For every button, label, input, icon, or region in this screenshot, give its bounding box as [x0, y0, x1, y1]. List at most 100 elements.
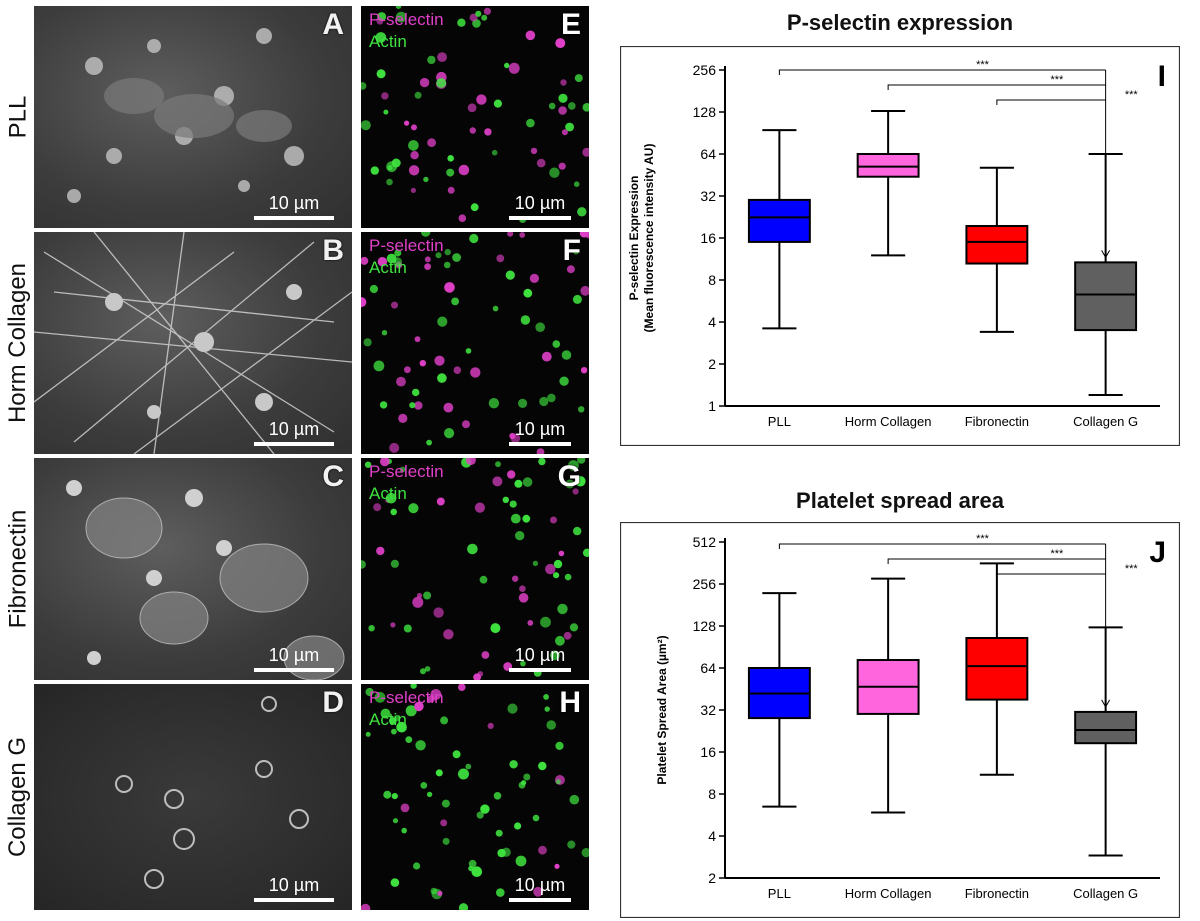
panel-letter-a: A [322, 8, 344, 41]
panel-letter-e: E [560, 8, 581, 41]
cell-dot [568, 460, 579, 471]
panel-letter-b: B [322, 234, 344, 267]
cell-dot [509, 500, 517, 508]
cell-dot [523, 773, 531, 781]
cell-dot [554, 863, 560, 869]
cell-dot [519, 585, 526, 592]
cell-dot [550, 516, 557, 524]
x-tick-label: PLL [768, 886, 791, 901]
cell-dot [555, 741, 564, 750]
y-tick-label: 16 [700, 230, 716, 246]
cell-dot [465, 763, 472, 770]
sem-cells-b [34, 232, 352, 454]
cell-dot [546, 720, 556, 730]
cell-dot [538, 458, 546, 466]
cell-dot [580, 367, 588, 374]
significance-bracket [778, 543, 1106, 549]
cell-dot [572, 294, 582, 304]
cell-dot [481, 14, 488, 21]
chart-frame [620, 522, 1180, 918]
y-tick-label: 64 [700, 146, 716, 162]
cell-dot [477, 671, 484, 677]
panel-letter-c: C [322, 460, 344, 493]
cell-dot [532, 814, 540, 822]
channel-label-actin: Actin [369, 710, 407, 729]
cell-dot [518, 398, 528, 408]
significance-label: *** [1050, 548, 1064, 560]
scale-bar-d: 10 µm [254, 875, 334, 902]
cell-dot [399, 466, 406, 473]
cell-dot [376, 546, 385, 556]
cell-dot [453, 366, 462, 374]
cell-dot [495, 461, 501, 468]
cell-dot [427, 55, 436, 65]
y-tick-label: 16 [700, 744, 716, 760]
cell-dot [555, 38, 566, 49]
cell-dot [541, 351, 552, 362]
cell-dot [424, 263, 431, 270]
cell-dot [474, 502, 485, 513]
cell-dot [543, 694, 549, 700]
cell-dot [410, 187, 416, 193]
cell-dot [493, 99, 502, 108]
cell-dot [550, 650, 560, 661]
cell-dot [505, 270, 515, 280]
cell-dot [423, 176, 429, 183]
cell-dot [581, 848, 589, 858]
fluo-image-fibronectin: P-selectin Actin G 10 µm [361, 458, 589, 680]
channel-label-pselectin: P-selectin [369, 10, 444, 29]
cell-dot [376, 17, 384, 25]
cell-dot [475, 10, 482, 17]
chart-frame [620, 46, 1180, 446]
cell-dot [582, 103, 589, 112]
cell-dot [380, 458, 390, 467]
cell-dot [412, 388, 420, 397]
cell-dot [396, 376, 406, 387]
cell-dot [573, 249, 579, 255]
sem-image-collagen-g: D 10 µm [34, 684, 352, 910]
cell-dot [569, 794, 580, 805]
cell-dot [361, 120, 371, 131]
cell-dot [561, 129, 568, 136]
cell-dot [390, 559, 399, 568]
cell-dot [572, 488, 579, 495]
cell-dot [390, 622, 396, 628]
channel-label-pselectin: P-selectin [369, 462, 444, 481]
cell-dot [361, 297, 367, 308]
x-tick-label: Collagen G [1073, 414, 1138, 429]
cell-dot [539, 396, 549, 407]
cell-dot [361, 256, 369, 265]
x-tick-label: Horm Collagen [845, 886, 932, 901]
cell-dot [529, 273, 539, 283]
channel-label-actin: Actin [369, 32, 407, 51]
cell-dot [502, 496, 509, 503]
cell-dot [444, 282, 455, 293]
cell-dot [577, 458, 586, 464]
cell-dot [481, 651, 490, 659]
cell-dot [507, 232, 514, 237]
cell-dot [391, 301, 398, 309]
cell-dot [512, 575, 519, 582]
cell-dot [559, 376, 569, 386]
cell-dot [373, 503, 382, 512]
cell-dot [497, 848, 506, 858]
cell-dot [504, 62, 510, 69]
cell-dot [437, 52, 447, 62]
cell-dot [467, 103, 477, 113]
significance-label: *** [1050, 74, 1064, 86]
cell-dot [395, 11, 407, 23]
cell-dot [391, 793, 398, 800]
boxplot-pselectin-expression: 1 2 4 8 16 32 64 128 256 P-selectin Expression (Me… [620, 46, 1180, 446]
scale-bar-b: 10 µm [254, 419, 334, 446]
y-tick-label: 4 [708, 314, 716, 330]
channel-label-actin: Actin [369, 484, 407, 503]
sem-image-pll: A 10 µm [34, 6, 352, 228]
cell-dot [582, 147, 589, 157]
cell-dot [444, 428, 455, 439]
channel-label-actin: Actin [369, 258, 407, 277]
scale-bar-g: 10 µm [509, 645, 571, 672]
cell-dot [365, 731, 371, 737]
cell-dot [471, 866, 483, 877]
cell-dot [381, 92, 389, 100]
cell-dot [518, 593, 529, 603]
